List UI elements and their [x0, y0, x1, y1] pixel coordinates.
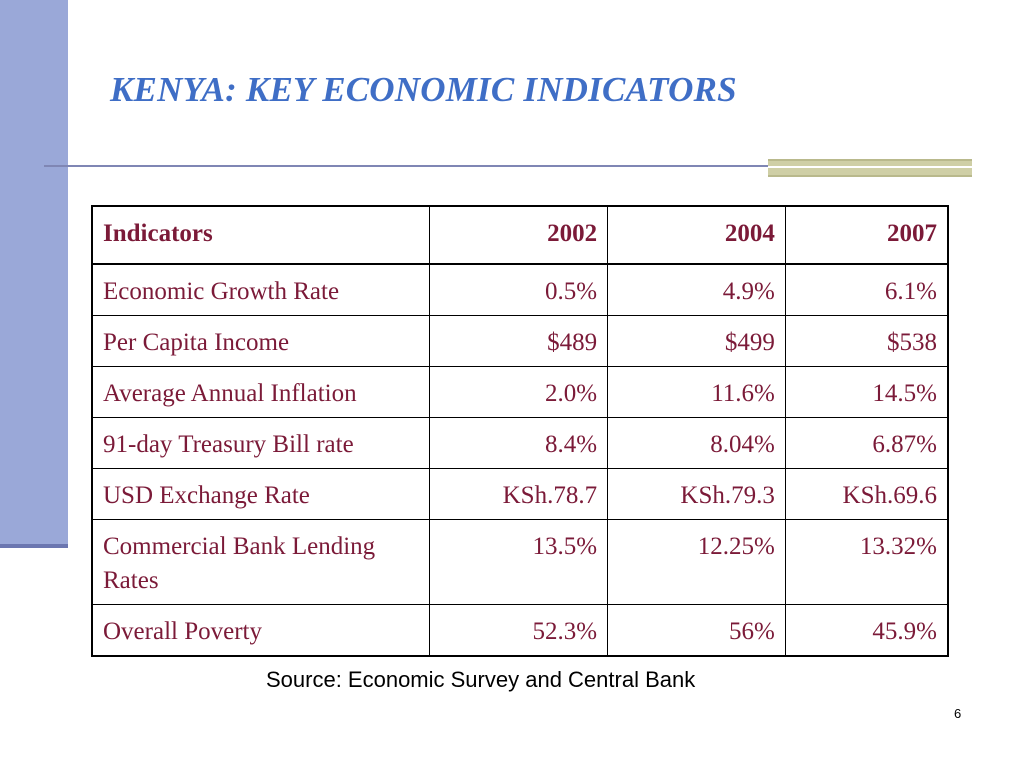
- header-indicators: Indicators: [91, 205, 431, 265]
- title-accent-line: [768, 166, 972, 168]
- table-row: Economic Growth Rate 0.5% 4.9% 6.1%: [91, 263, 949, 316]
- left-decorative-bar: [0, 0, 68, 546]
- cell-value: 56%: [607, 604, 786, 657]
- cell-value: 12.25%: [607, 519, 786, 605]
- row-label: Commercial Bank Lending Rates: [91, 519, 431, 605]
- cell-value: KSh.69.6: [784, 468, 949, 520]
- cell-value: 52.3%: [429, 604, 609, 657]
- cell-value: 11.6%: [607, 366, 786, 418]
- cell-value: KSh.79.3: [607, 468, 786, 520]
- table-row: Overall Poverty 52.3% 56% 45.9%: [91, 604, 949, 657]
- header-year-2004: 2004: [607, 205, 786, 265]
- cell-value: 13.32%: [784, 519, 949, 605]
- row-label: Economic Growth Rate: [91, 263, 431, 316]
- cell-value: $538: [784, 315, 949, 367]
- cell-value: 13.5%: [429, 519, 609, 605]
- source-note: Source: Economic Survey and Central Bank: [266, 667, 696, 692]
- table-header-row: Indicators 2002 2004 2007: [91, 205, 949, 265]
- slide-title: KENYA: KEY ECONOMIC INDICATORS: [110, 70, 737, 109]
- cell-value: KSh.78.7: [429, 468, 609, 520]
- cell-value: 14.5%: [784, 366, 949, 418]
- cell-value: $489: [429, 315, 609, 367]
- cell-value: 6.1%: [784, 263, 949, 316]
- row-label: Per Capita Income: [91, 315, 431, 367]
- header-year-2002: 2002: [429, 205, 609, 265]
- table-row: Commercial Bank Lending Rates 13.5% 12.2…: [91, 519, 949, 605]
- cell-value: 0.5%: [429, 263, 609, 316]
- cell-value: 6.87%: [784, 417, 949, 469]
- row-label: Overall Poverty: [91, 604, 431, 657]
- table-row: USD Exchange Rate KSh.78.7 KSh.79.3 KSh.…: [91, 468, 949, 520]
- left-bar-shadow: [0, 544, 68, 548]
- cell-value: 2.0%: [429, 366, 609, 418]
- table-row: Average Annual Inflation 2.0% 11.6% 14.5…: [91, 366, 949, 418]
- cell-value: 8.4%: [429, 417, 609, 469]
- row-label: Average Annual Inflation: [91, 366, 431, 418]
- table-row: Per Capita Income $489 $499 $538: [91, 315, 949, 367]
- cell-value: $499: [607, 315, 786, 367]
- header-year-2007: 2007: [784, 205, 949, 265]
- indicators-table: Indicators 2002 2004 2007 Economic Growt…: [91, 205, 949, 657]
- title-accent-block: [768, 159, 972, 177]
- row-label: USD Exchange Rate: [91, 468, 431, 520]
- cell-value: 45.9%: [784, 604, 949, 657]
- row-label: 91-day Treasury Bill rate: [91, 417, 431, 469]
- table-row: 91-day Treasury Bill rate 8.4% 8.04% 6.8…: [91, 417, 949, 469]
- page-number: 6: [954, 706, 962, 721]
- title-divider: [44, 165, 972, 167]
- cell-value: 8.04%: [607, 417, 786, 469]
- cell-value: 4.9%: [607, 263, 786, 316]
